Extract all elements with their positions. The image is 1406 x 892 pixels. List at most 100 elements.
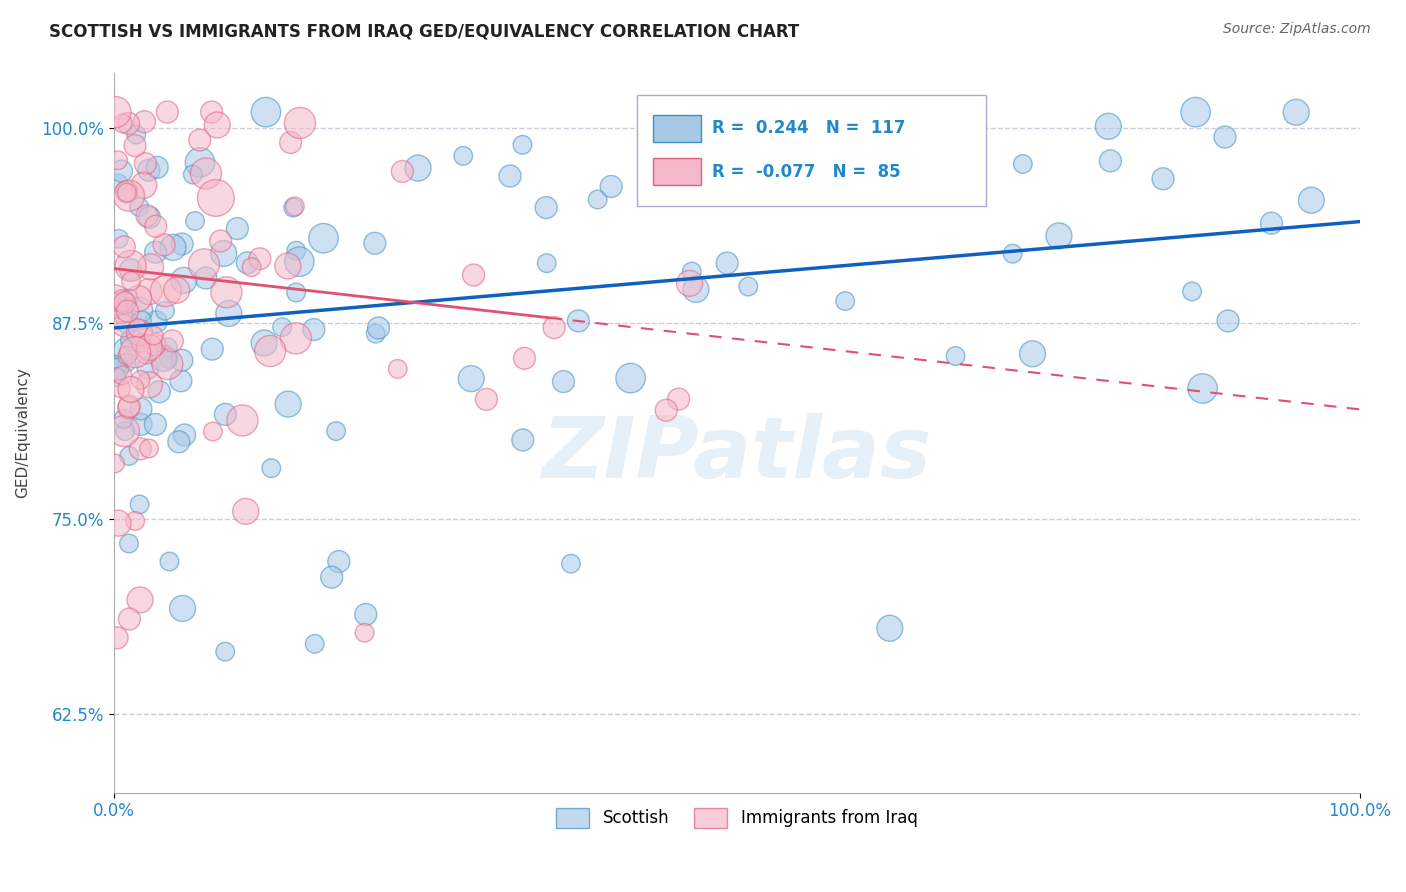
Point: [128, 498, 150, 512]
Point: [451, 149, 474, 163]
Point: [214, 408, 236, 422]
Point: [655, 137, 678, 152]
Point: [1097, 120, 1119, 134]
Point: [111, 368, 134, 383]
Point: [288, 254, 311, 268]
Point: [406, 161, 429, 175]
Point: [117, 304, 139, 318]
Point: [112, 318, 135, 333]
Point: [188, 155, 211, 169]
Point: [157, 351, 180, 366]
Point: [170, 374, 193, 388]
Point: [129, 401, 152, 416]
Point: [188, 133, 211, 147]
Point: [146, 161, 169, 175]
Point: [125, 128, 148, 142]
Point: [104, 291, 127, 305]
Point: [152, 351, 174, 366]
Point: [136, 360, 159, 375]
Point: [143, 417, 166, 432]
Text: R =  -0.077   N =  85: R = -0.077 N = 85: [711, 162, 900, 180]
Point: [460, 371, 482, 385]
Point: [124, 345, 146, 359]
Point: [259, 344, 281, 359]
Point: [1191, 381, 1213, 395]
Point: [1285, 105, 1308, 120]
Point: [139, 260, 162, 274]
Point: [173, 273, 195, 287]
Point: [132, 178, 155, 193]
Point: [115, 185, 138, 199]
Point: [685, 282, 707, 296]
Point: [110, 305, 132, 319]
Point: [145, 219, 167, 234]
Point: [285, 244, 308, 258]
Point: [134, 156, 156, 170]
Point: [745, 131, 768, 145]
Point: [131, 313, 153, 327]
Point: [129, 373, 152, 387]
Point: [387, 362, 409, 376]
Point: [104, 105, 127, 120]
Point: [129, 335, 152, 350]
Point: [112, 412, 135, 426]
Point: [124, 514, 146, 528]
Point: [205, 191, 228, 205]
Point: [135, 345, 157, 359]
Point: [820, 180, 842, 194]
Point: [112, 240, 135, 254]
Point: [111, 116, 134, 130]
Point: [166, 283, 188, 297]
Point: [716, 256, 738, 270]
Point: [162, 334, 184, 348]
Point: [285, 285, 308, 300]
Point: [321, 570, 343, 584]
Point: [105, 370, 128, 384]
Point: [117, 316, 139, 330]
Point: [304, 637, 326, 651]
Point: [118, 449, 141, 463]
Point: [226, 221, 249, 235]
Point: [302, 322, 325, 336]
Point: [236, 256, 259, 270]
Point: [193, 257, 215, 271]
Point: [367, 321, 389, 335]
Point: [391, 164, 413, 178]
Point: [145, 245, 167, 260]
Point: [128, 292, 150, 306]
Point: [240, 260, 263, 275]
Point: [117, 401, 139, 415]
Point: [105, 362, 128, 376]
Point: [128, 326, 150, 340]
Point: [170, 237, 193, 252]
Point: [1152, 171, 1174, 186]
Point: [253, 336, 276, 351]
Point: [277, 259, 299, 273]
Point: [156, 105, 179, 120]
Point: [536, 256, 558, 270]
Point: [284, 331, 307, 345]
Point: [111, 293, 134, 308]
Point: [201, 105, 224, 120]
Point: [1260, 216, 1282, 230]
Point: [586, 193, 609, 207]
Point: [162, 240, 184, 254]
Point: [619, 371, 641, 385]
Point: [1301, 193, 1323, 207]
Point: [110, 382, 132, 396]
Point: [249, 252, 271, 266]
Point: [1001, 246, 1024, 260]
Point: [567, 314, 589, 328]
Point: [104, 359, 127, 374]
Point: [120, 262, 142, 277]
Point: [145, 315, 167, 329]
Point: [115, 186, 138, 200]
Point: [136, 209, 159, 223]
Point: [115, 349, 138, 363]
Point: [117, 116, 139, 130]
Point: [121, 333, 143, 347]
Point: [678, 277, 700, 291]
Point: [218, 306, 240, 320]
Point: [167, 434, 190, 449]
Point: [115, 343, 138, 358]
